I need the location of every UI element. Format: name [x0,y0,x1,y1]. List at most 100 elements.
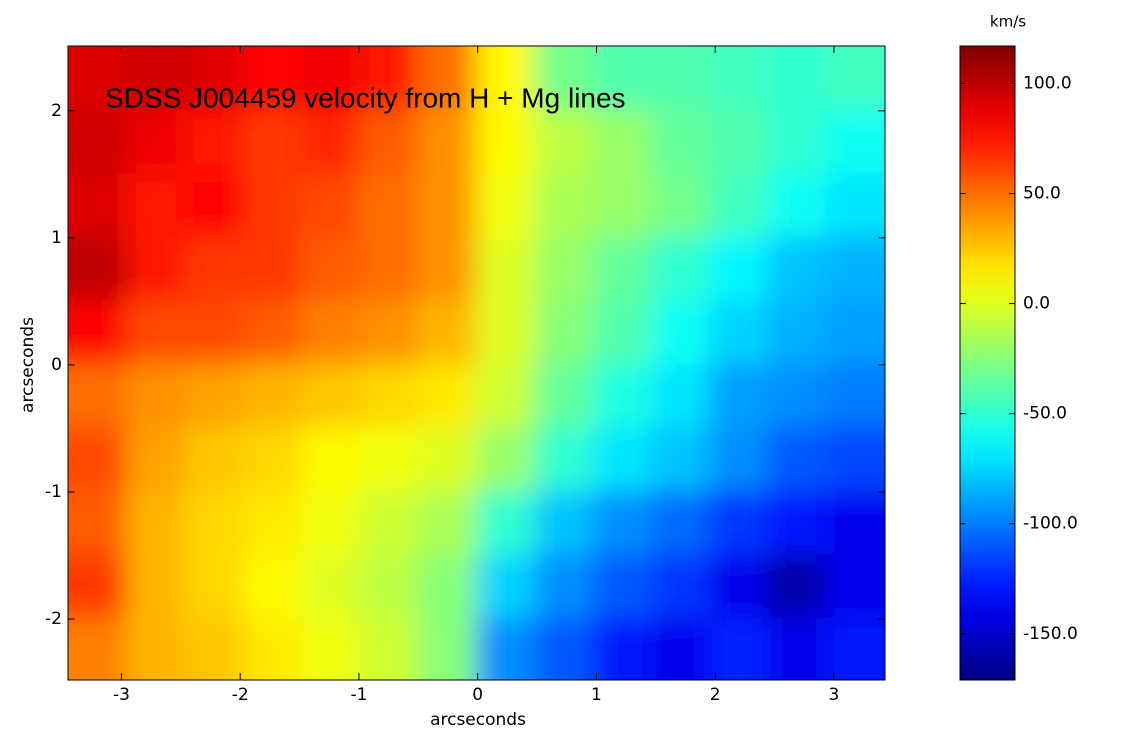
heat-cell [825,236,885,301]
heat-cell [825,173,885,238]
heat-cell [650,236,710,301]
heat-cell [68,109,128,174]
colorbar-tick-label: 100.0 [1023,73,1072,93]
heat-cell [184,173,244,238]
heat-cell [68,300,128,365]
heat-cell [359,236,419,301]
heat-cell [359,173,419,238]
heat-cell [592,300,651,365]
heat-cell [184,109,244,174]
heat-cell [592,554,651,619]
heat-cell [650,46,710,111]
y-tick-label: -2 [45,609,62,629]
heat-cell [359,363,419,428]
heat-cell [68,173,128,238]
colorbar-tick-label: -100.0 [1023,514,1078,534]
heat-cell [475,300,535,365]
y-axis-label: arcseconds [18,317,38,413]
x-tick-label: 1 [591,685,602,705]
x-tick-label: 3 [829,685,840,705]
heat-cell [126,46,186,111]
heat-cell [475,109,535,174]
heat-cell [243,46,302,111]
heat-cell [650,554,710,619]
heat-cell [126,427,186,492]
heat-cell [708,109,768,174]
heat-cell [417,109,477,174]
heat-cell [301,109,361,174]
heat-cell [708,617,768,680]
heat-cell [68,427,128,492]
heat-cell [475,554,535,619]
heat-cell [68,554,128,619]
heat-cell [301,554,361,619]
y-tick-label: 1 [51,228,62,248]
heat-cell [243,109,302,174]
heat-cell [825,427,885,492]
x-tick-label: 0 [472,685,483,705]
heat-cell [766,173,826,238]
heat-cell [359,109,419,174]
heat-cell [301,173,361,238]
heat-cell [766,363,826,428]
heat-cell [592,109,651,174]
heat-cell [825,46,885,111]
heat-cell [825,554,885,619]
heat-cell [126,109,186,174]
x-tick-label: -3 [113,685,130,705]
heat-cell [592,173,651,238]
heat-cell [766,490,826,555]
heat-cell [184,554,244,619]
heat-cell [650,617,710,680]
heat-cell [184,46,244,111]
heat-cell [359,427,419,492]
heat-cell [417,236,477,301]
heat-cell [650,427,710,492]
x-tick-label: 2 [710,685,721,705]
heatmap [68,46,885,680]
heat-cell [184,300,244,365]
heat-cell [766,554,826,619]
heat-cell [708,173,768,238]
heat-cell [825,300,885,365]
x-tick-label: -1 [350,685,367,705]
heat-cell [475,173,535,238]
heat-cell [359,617,419,680]
heat-cell [126,490,186,555]
heat-cell [359,554,419,619]
heat-cell [592,617,651,680]
x-axis-label: arcseconds [430,710,526,730]
heat-cell [68,617,128,680]
heat-cell [417,554,477,619]
y-tick-label: -1 [45,482,62,502]
heat-cell [68,490,128,555]
y-tick-label: 0 [51,355,62,375]
heat-cell [243,427,302,492]
colorbar-label: km/s [990,13,1026,31]
heat-cell [534,46,593,111]
heat-cell [592,427,651,492]
heat-cell [301,300,361,365]
heat-cell [301,617,361,680]
heat-cell [417,363,477,428]
heat-cell [534,554,593,619]
heat-cell [534,617,593,680]
heat-cell [126,236,186,301]
x-tick-label: -2 [232,685,249,705]
heat-cell [592,490,651,555]
heat-cell [301,363,361,428]
heat-cell [243,236,302,301]
heat-cell [184,363,244,428]
heat-cell [766,427,826,492]
heat-cell [534,300,593,365]
heat-cell [475,490,535,555]
heat-cell [243,363,302,428]
heat-cell [126,554,186,619]
heat-cell [359,490,419,555]
colorbar-tick-label: 50.0 [1023,183,1061,203]
heat-cell [417,300,477,365]
heat-cell [126,173,186,238]
heat-cell [534,490,593,555]
heat-cell [126,300,186,365]
